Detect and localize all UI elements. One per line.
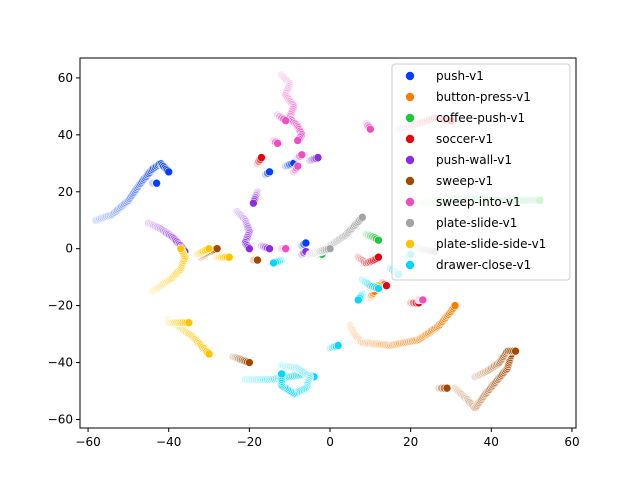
data-point: [277, 369, 286, 379]
data-point: [374, 252, 383, 262]
legend-label: plate-slide-side-v1: [436, 237, 546, 251]
y-tick-label: −60: [48, 412, 73, 426]
data-point: [353, 295, 363, 305]
data-point: [418, 295, 428, 305]
data-point: [224, 252, 234, 262]
data-point: [273, 139, 282, 148]
data-point: [281, 116, 290, 125]
data-point: [281, 244, 290, 253]
axes-frame: [79, 57, 577, 429]
data-point: [366, 124, 375, 134]
data-point: [313, 153, 323, 162]
legend-marker: [405, 155, 415, 165]
legend-box: [391, 63, 571, 281]
legend-label: sweep-into-v1: [436, 195, 521, 209]
data-point: [257, 153, 266, 162]
legend-marker: [405, 113, 415, 123]
legend-label: soccer-v1: [436, 132, 493, 146]
legend-marker: [405, 134, 415, 144]
legend-label: button-press-v1: [436, 90, 531, 104]
data-point: [184, 318, 194, 327]
x-tick-label: 60: [564, 435, 579, 449]
data-point: [269, 258, 278, 268]
legend-label: drawer-close-v1: [436, 258, 531, 272]
y-tick-label: 20: [58, 185, 73, 199]
legend-marker: [405, 92, 415, 102]
data-point: [152, 178, 161, 188]
data-point: [265, 167, 274, 177]
y-tick-label: 0: [65, 242, 73, 256]
legend-label: push-v1: [436, 69, 484, 83]
data-point: [249, 198, 258, 208]
x-tick-label: 40: [484, 435, 499, 449]
data-point: [245, 244, 254, 253]
legend-label: plate-slide-v1: [436, 216, 517, 230]
legend: push-v1 button-press-v1 coffee-push-v1 socc…: [391, 63, 571, 281]
legend-marker: [405, 260, 415, 270]
legend-label: sweep-v1: [436, 174, 493, 188]
y-tick-label: −20: [48, 299, 73, 313]
series-sweep-into-v1: [269, 70, 428, 305]
data-point: [164, 167, 174, 177]
data-point: [253, 255, 262, 265]
data-point: [293, 136, 303, 145]
data-point: [297, 150, 307, 160]
y-tick-label: 40: [58, 128, 73, 142]
data-point: [212, 244, 222, 253]
legend-marker: [405, 197, 415, 207]
series-drawer-close-v1: [241, 250, 415, 398]
data-point: [265, 244, 274, 253]
y-axis: −60 −40 −20 0 20 40 60: [48, 71, 80, 426]
data-point: [293, 161, 303, 171]
y-tick-label: 60: [58, 71, 73, 85]
data-point: [204, 349, 214, 359]
legend-marker: [405, 218, 415, 228]
data-point: [357, 213, 367, 222]
data-point: [176, 244, 186, 253]
series-plate-slide-side-v1: [148, 244, 383, 359]
x-tick-label: −40: [156, 435, 181, 449]
legend-marker: [405, 239, 415, 249]
legend-label: coffee-push-v1: [436, 111, 525, 125]
data-point: [450, 301, 460, 310]
x-tick-label: −20: [237, 435, 262, 449]
x-tick-label: 0: [326, 435, 334, 449]
series-button-press-v1: [345, 287, 460, 350]
x-tick-label: −60: [75, 435, 100, 449]
data-point: [301, 238, 311, 248]
series-sweep-v1: [196, 244, 520, 412]
y-tick-label: −40: [48, 356, 73, 370]
data-point: [382, 281, 391, 290]
data-point: [333, 341, 343, 350]
data-point: [511, 346, 520, 356]
x-axis: −60 −40 −20 0 20 40 60: [75, 428, 580, 449]
data-point: [245, 358, 254, 367]
data-point: [325, 244, 335, 253]
data-point: [374, 284, 383, 293]
series-push-wall-v1: [144, 153, 323, 259]
series-push-v1: [91, 159, 311, 251]
data-point: [374, 235, 383, 245]
legend-marker: [405, 71, 415, 81]
legend-label: push-wall-v1: [436, 153, 512, 167]
data-point: [204, 244, 214, 253]
x-tick-label: 20: [403, 435, 418, 449]
legend-marker: [405, 176, 415, 186]
data-point: [442, 383, 452, 393]
